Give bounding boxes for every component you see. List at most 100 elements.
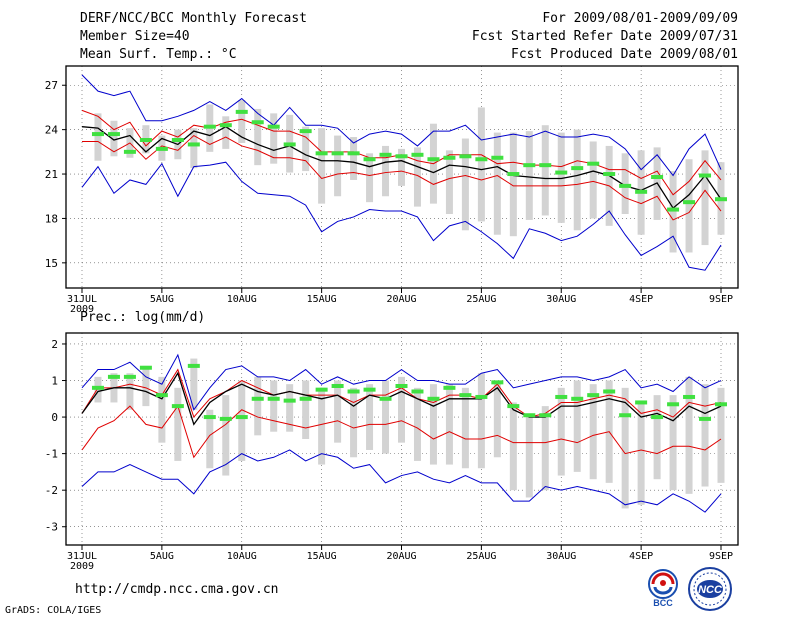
observation-marker [347, 151, 360, 156]
observation-marker [587, 393, 600, 398]
observation-marker [91, 132, 104, 137]
ensemble-box [94, 113, 102, 161]
ensemble-box [174, 387, 182, 461]
y-tick-label: 0 [51, 411, 58, 424]
observation-marker [651, 415, 664, 420]
bcc-logo: BCC [648, 569, 678, 608]
observation-marker [571, 166, 584, 171]
observation-marker [299, 129, 312, 134]
ensemble-box [445, 384, 453, 465]
x-tick-year-label: 2009 [70, 561, 94, 572]
ensemble-box [190, 128, 198, 169]
ensemble-box [413, 387, 421, 461]
observation-marker [427, 396, 440, 401]
ensemble-box [573, 380, 581, 472]
ensemble-box [206, 409, 214, 469]
observation-marker [699, 416, 712, 421]
x-tick-label: 25AUG [466, 294, 496, 305]
series-line-lower-inner [81, 405, 722, 459]
observation-marker [363, 387, 376, 392]
ensemble-box [302, 126, 310, 172]
series-line-upper-outer [81, 74, 722, 177]
observation-marker [395, 384, 408, 388]
observation-marker [683, 394, 696, 399]
y-tick-label: -2 [45, 484, 58, 497]
ensemble-box [429, 384, 437, 465]
x-tick-label: 10AUG [227, 551, 257, 562]
ncc-logo-text: NCC [698, 584, 723, 596]
observation-marker [411, 389, 424, 394]
observation-marker [379, 152, 392, 157]
observation-marker [91, 385, 104, 390]
series-line-ensemble-mean [81, 125, 722, 210]
observation-marker [571, 396, 584, 401]
observation-marker [507, 172, 520, 177]
ensemble-box [366, 153, 374, 203]
ensemble-box [589, 141, 597, 219]
observation-marker [251, 396, 264, 401]
observation-marker [491, 155, 504, 160]
observation-marker [603, 389, 616, 394]
observation-marker [363, 157, 376, 162]
y-tick-label: 15 [45, 257, 58, 270]
x-tick-year-label: 2009 [70, 304, 94, 315]
observation-marker [139, 138, 152, 142]
observation-marker [331, 151, 344, 156]
ensemble-box [254, 108, 262, 166]
ensemble-box [382, 145, 390, 197]
observation-marker [299, 396, 312, 401]
observation-marker [539, 163, 552, 168]
observation-marker [459, 393, 472, 398]
observation-marker [123, 374, 136, 379]
y-tick-label: 21 [45, 168, 58, 181]
ensemble-box [110, 120, 118, 157]
ensemble-box [445, 150, 453, 214]
x-tick-label: 31JUL [67, 294, 97, 305]
ensemble-box [685, 376, 693, 494]
ensemble-box [398, 376, 405, 443]
series-line-ensemble-mean [81, 371, 722, 426]
plot-frame [65, 65, 739, 289]
x-tick-label: 4SEP [629, 551, 653, 562]
observation-marker [619, 413, 632, 418]
observation-marker [523, 413, 536, 418]
ensemble-box [669, 395, 677, 491]
observation-marker [395, 154, 408, 159]
series-line-lower-outer [81, 449, 722, 513]
ensemble-box [126, 373, 134, 410]
y-tick-label: 24 [45, 124, 59, 137]
observation-marker [283, 142, 296, 147]
ensemble-box [238, 100, 246, 143]
ensemble-box [573, 129, 581, 231]
observation-marker [267, 124, 280, 129]
fcst-started-label: Fcst Started Refer Date 2009/07/31 [471, 29, 738, 44]
observation-marker [187, 363, 200, 368]
x-tick-label: 30AUG [546, 294, 576, 305]
y-tick-label: -3 [45, 521, 58, 534]
y-tick-label: 2 [51, 338, 58, 351]
observation-marker [171, 404, 184, 409]
observation-marker [635, 400, 648, 405]
observation-marker [219, 123, 232, 128]
observation-marker [219, 416, 232, 421]
x-tick-label: 15AUG [307, 551, 337, 562]
ensemble-box [142, 365, 150, 407]
bcc-logo-text: BCC [653, 598, 673, 608]
ensemble-box [461, 387, 469, 469]
observation-marker [235, 415, 248, 420]
ensemble-box [350, 387, 358, 458]
fcst-produced-label: Fcst Produced Date 2009/08/01 [511, 47, 738, 62]
ensemble-box [318, 128, 326, 204]
ensemble-box [685, 159, 693, 253]
ensemble-box [493, 132, 501, 235]
figure-title: DERF/NCC/BCC Monthly Forecast [80, 11, 307, 26]
observation-marker [475, 157, 488, 162]
observation-marker [507, 404, 520, 409]
ensemble-box [334, 380, 342, 443]
ensemble-box [621, 387, 629, 509]
ensemble-box [525, 413, 533, 498]
y-tick-label: 18 [45, 212, 58, 225]
ensemble-box [318, 387, 326, 465]
ensemble-box [222, 116, 230, 149]
